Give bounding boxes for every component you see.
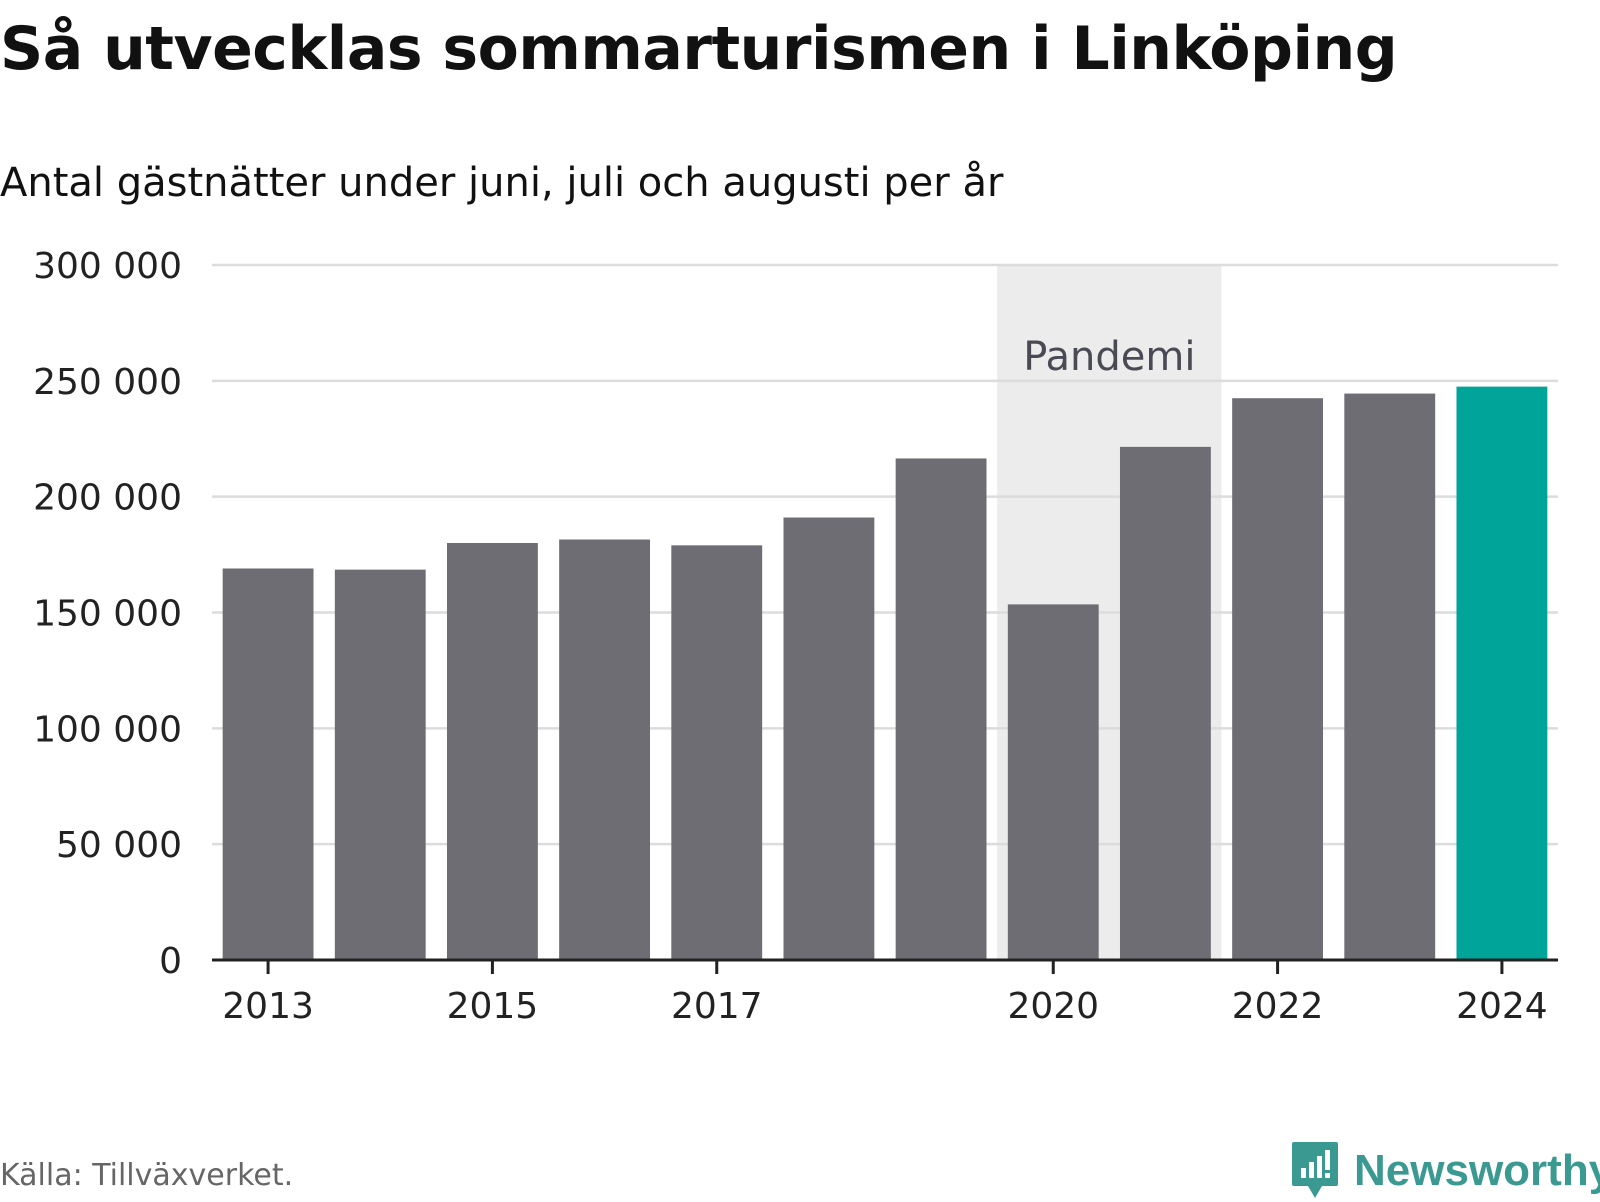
y-tick-label-50000: 50 000 (56, 825, 182, 866)
x-tick-label-2013: 2013 (222, 986, 314, 1027)
bar-2014 (334, 569, 426, 960)
gridlines (212, 263, 1558, 846)
bar-chart: Pandemi 0 50 000 100 000 150 000 200 000 250 … (33, 246, 1558, 1027)
y-tick-label-0: 0 (159, 941, 182, 982)
y-tick-label-200000: 200 000 (33, 478, 182, 519)
pandemic-label: Pandemi (1023, 334, 1195, 380)
x-axis (212, 958, 1558, 974)
newsworthy-logo-icon (1292, 1142, 1338, 1198)
y-axis-tick-labels: 0 50 000 100 000 150 000 200 000 250 000 300 0… (33, 246, 182, 982)
y-tick-label-300000: 300 000 (33, 246, 182, 287)
bar-2013 (222, 568, 314, 960)
bar-2023 (1344, 393, 1436, 960)
bar-2022 (1232, 398, 1324, 960)
y-tick-label-150000: 150 000 (33, 594, 182, 635)
bar-2017 (671, 545, 763, 960)
chart-title: Så utvecklas sommarturismen i Linköping (0, 14, 1398, 84)
x-tick-label-2017: 2017 (671, 986, 763, 1027)
bar-2021 (1119, 446, 1211, 960)
bar-2020 (1007, 604, 1099, 960)
x-tick-label-2020: 2020 (1007, 986, 1099, 1027)
x-tick-label-2024: 2024 (1456, 986, 1548, 1027)
bar-2024 (1456, 386, 1548, 960)
chart-subtitle: Antal gästnätter under juni, juli och au… (0, 160, 1004, 206)
newsworthy-logo-text: Newsworthy (1354, 1146, 1600, 1195)
x-tick-label-2022: 2022 (1232, 986, 1324, 1027)
bar-2019 (895, 458, 987, 960)
bars (222, 386, 1548, 960)
bar-2018 (783, 517, 875, 960)
bar-2015 (446, 543, 538, 960)
x-axis-tick-labels: 2013 2015 2017 2020 2022 2024 (222, 986, 1547, 1027)
newsworthy-logo: Newsworthy (1290, 1140, 1600, 1202)
bar-2016 (559, 539, 651, 960)
y-tick-label-250000: 250 000 (33, 362, 182, 403)
x-tick-label-2015: 2015 (447, 986, 539, 1027)
source-note: Källa: Tillväxverket. (0, 1158, 294, 1193)
y-tick-label-100000: 100 000 (33, 709, 182, 750)
